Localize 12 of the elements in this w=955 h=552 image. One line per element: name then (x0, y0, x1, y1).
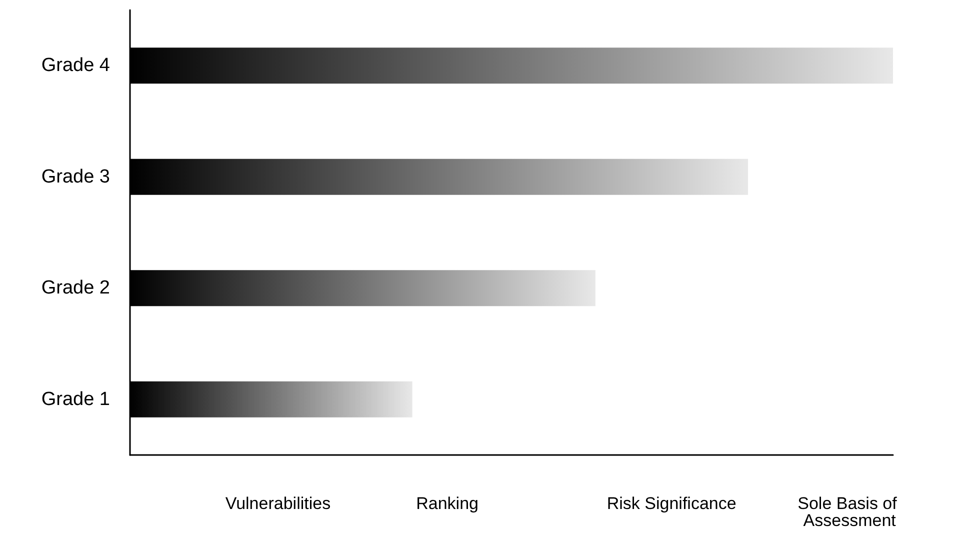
text: Sole Basis of Assessment (798, 494, 902, 530)
bar (130, 381, 412, 418)
y-tick-label: Grade 3 (41, 166, 110, 188)
text: Risk Significance (606, 494, 736, 513)
text: Vulnerabilities (225, 494, 331, 513)
bar (130, 158, 748, 195)
bar (130, 48, 893, 84)
y-tick-label: Grade 1 (41, 388, 110, 410)
text: Ranking (416, 494, 478, 513)
y-tick-label: Grade 2 (41, 278, 110, 299)
y-tick-label: Grade 4 (41, 55, 110, 76)
bar (130, 270, 596, 306)
